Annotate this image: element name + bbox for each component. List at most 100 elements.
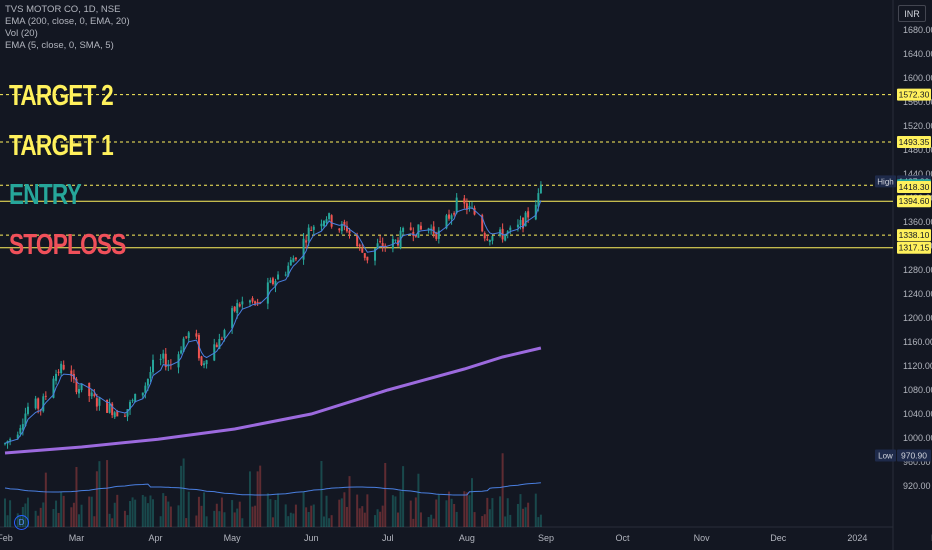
candle-body [524,212,527,227]
volume-bar [141,495,144,527]
candle-body [123,415,126,417]
y-tick-label: 1440.00 [903,169,932,179]
candle-body [266,282,269,304]
y-tick-label: 1000.00 [903,433,932,443]
entry-label: ENTRY [9,179,82,211]
volume-bar [200,505,203,527]
volume-bar [60,491,63,527]
candle-body [141,392,144,396]
candle-body [126,409,129,417]
candle-body [302,238,305,260]
volume-bar [213,510,216,527]
x-tick-label: Mar [69,533,85,543]
volume-bar [223,512,226,527]
candle-body [340,223,343,232]
candle-body [57,371,60,373]
volume-bar [506,498,509,527]
price-badge [897,449,931,462]
volume-bar [491,498,494,527]
candle-body [338,228,341,231]
volume-bar [330,515,333,527]
price-badge [897,135,931,148]
volume-bar [519,494,522,527]
volume-bar [396,512,399,527]
candle-body [44,395,47,397]
candle-body [90,392,93,397]
volume-bar [259,465,262,527]
price-badge-label: 1338.10 [899,230,930,240]
volume-bar [9,500,12,527]
volume-bar [539,514,542,527]
candle-body [218,338,221,349]
candle-body [146,379,149,386]
volume-bar [340,498,343,527]
volume-bar [116,494,119,527]
candle-body [409,227,412,231]
candle-body [116,410,119,417]
volume-bar [399,491,402,527]
volume-bar [185,518,188,527]
volume-bar [522,508,525,527]
candle-body [539,185,542,194]
legend-symbol[interactable]: TVS MOTOR CO, 1D, NSE [5,4,121,15]
price-badge [897,241,931,254]
tradingview-logo-icon[interactable]: D [14,515,29,530]
candle-body [527,211,530,218]
candle-body [330,215,333,227]
volume-bar [126,515,129,527]
candle-body [343,221,346,226]
candle-body [271,278,274,285]
candle-body [256,302,259,304]
x-tick-label: Apr [149,533,163,543]
candle-body [37,398,40,409]
volume-bar [305,507,308,527]
volume-bar [277,493,280,527]
volume-bar [320,460,323,527]
candle-body [473,207,476,215]
candle-body [307,227,310,241]
candle-body [325,219,328,223]
candle-body [144,385,147,393]
volume-bar [363,512,366,527]
volume-bar [167,501,170,527]
volume-bar [322,516,325,527]
volume-bar [488,509,491,527]
candle-body [236,303,239,313]
volume-bar [52,509,55,527]
volume-bar [187,491,190,527]
candle-body [254,301,257,304]
candle-body [483,232,486,239]
volume-bar [72,502,75,527]
volume-bar [159,516,162,527]
volume-bar [348,476,351,527]
y-tick-label: 920.00 [903,481,931,491]
volume-bar [338,499,341,527]
volume-bar [162,493,165,527]
candle-body [361,248,364,253]
legend-volume[interactable]: Vol (20) [5,28,38,39]
volume-bar [430,514,433,527]
y-tick-label: 1600.00 [903,73,932,83]
currency-button[interactable]: INR [898,5,926,22]
y-tick-label: 1680.00 [903,25,932,35]
candle-body [292,258,295,263]
volume-bar [134,499,137,527]
candle-body [62,364,65,370]
candle-body [463,198,466,204]
volume-bar [376,509,379,527]
candle-body [534,204,537,220]
candle-body [21,424,24,430]
legend-ema5[interactable]: EMA (5, close, 0, SMA, 5) [5,40,114,51]
candle-body [287,265,290,276]
volume-bar [516,503,519,527]
legend-ema200[interactable]: EMA (200, close, 0, EMA, 20) [5,16,130,27]
volume-bar [6,515,9,527]
volume-bar [358,508,361,527]
y-tick-label: 1040.00 [903,409,932,419]
x-tick-label: Nov [694,533,711,543]
volume-bar [455,511,458,527]
candle-body [537,193,540,207]
candle-body [379,241,382,243]
x-tick-label: Sep [538,533,554,543]
